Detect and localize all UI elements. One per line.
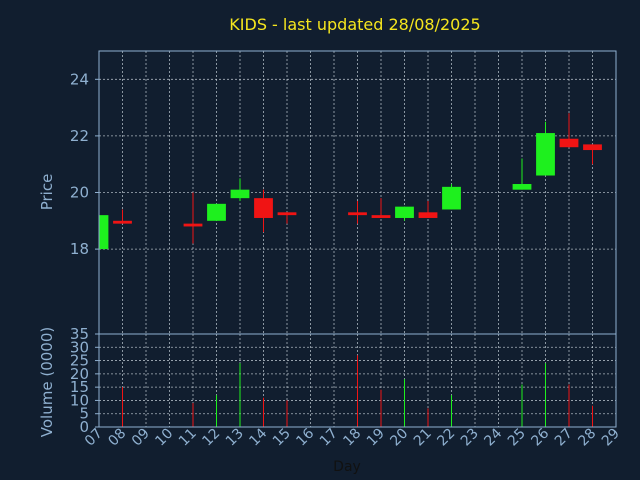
x-tick-label: 13 bbox=[223, 426, 247, 450]
candle-body bbox=[113, 220, 132, 224]
volume-tick-label: 0 bbox=[79, 418, 89, 436]
x-tick-label: 26 bbox=[528, 425, 552, 449]
volume-tick-label: 15 bbox=[70, 378, 89, 396]
x-tick-label: 08 bbox=[105, 426, 129, 450]
x-tick-label: 23 bbox=[458, 426, 482, 450]
candle-body bbox=[418, 212, 438, 218]
volume-bars bbox=[122, 355, 593, 427]
x-tick-label: 14 bbox=[246, 425, 270, 449]
volume-tick-label: 10 bbox=[70, 391, 89, 409]
candle-body bbox=[395, 206, 414, 218]
volume-tick-label: 30 bbox=[70, 338, 89, 356]
candle-body bbox=[583, 144, 602, 151]
price-tick-label: 20 bbox=[70, 184, 89, 202]
x-tick-labels: 07 08 09 10 11 12 13 14 15 16 17 18 19 20 21 22 23 24 25 26… bbox=[82, 425, 623, 449]
x-tick-label: 19 bbox=[364, 426, 388, 450]
candle-body bbox=[230, 189, 250, 199]
candle-body bbox=[348, 212, 367, 216]
candle-body bbox=[183, 223, 203, 227]
price-tick-label: 24 bbox=[70, 70, 89, 88]
price-gridlines bbox=[99, 51, 616, 334]
price-tick-label: 22 bbox=[70, 127, 89, 145]
x-tick-label: 28 bbox=[575, 426, 599, 450]
x-tick-label: 11 bbox=[176, 426, 200, 450]
price-tick-labels: 18 20 22 24 bbox=[70, 70, 99, 258]
x-tick-label: 24 bbox=[481, 425, 505, 449]
x-tick-label: 29 bbox=[599, 426, 623, 450]
candle-body bbox=[371, 215, 391, 218]
x-axis-label: Day bbox=[333, 459, 361, 475]
x-tick-label: 15 bbox=[270, 426, 294, 450]
x-tick-label: 21 bbox=[411, 426, 435, 450]
volume-axis-label: Volume (0000) bbox=[38, 327, 56, 437]
candle-body bbox=[536, 133, 555, 176]
x-tick-label: 09 bbox=[129, 426, 153, 450]
x-tick-label: 16 bbox=[293, 425, 317, 449]
x-tick-label: 25 bbox=[505, 426, 529, 450]
price-tick-label: 18 bbox=[70, 240, 89, 258]
candle-body bbox=[207, 203, 226, 221]
x-tick-label: 20 bbox=[387, 426, 411, 450]
candles bbox=[98, 113, 602, 250]
candle-body bbox=[442, 186, 461, 210]
volume-panel-frame bbox=[98, 333, 617, 428]
candle-body bbox=[99, 215, 109, 250]
price-axis-label: Price bbox=[38, 174, 56, 211]
x-tick-label: 27 bbox=[552, 426, 576, 450]
x-tick-label: 10 bbox=[152, 426, 176, 450]
candle-body bbox=[277, 212, 297, 216]
volume-tick-label: 25 bbox=[70, 352, 89, 370]
x-tick-label: 22 bbox=[434, 426, 458, 450]
x-tick-label: 12 bbox=[199, 426, 223, 450]
x-tick-label: 17 bbox=[317, 426, 341, 450]
volume-tick-label: 5 bbox=[79, 405, 89, 423]
candle-body bbox=[254, 198, 273, 218]
x-tick-label: 18 bbox=[340, 426, 364, 450]
candle-body bbox=[512, 184, 532, 190]
volume-tick-label: 20 bbox=[70, 365, 89, 383]
candle-body bbox=[559, 138, 579, 148]
chart-title: KIDS - last updated 28/08/2025 bbox=[229, 15, 480, 34]
volume-tick-label: 35 bbox=[70, 325, 89, 343]
